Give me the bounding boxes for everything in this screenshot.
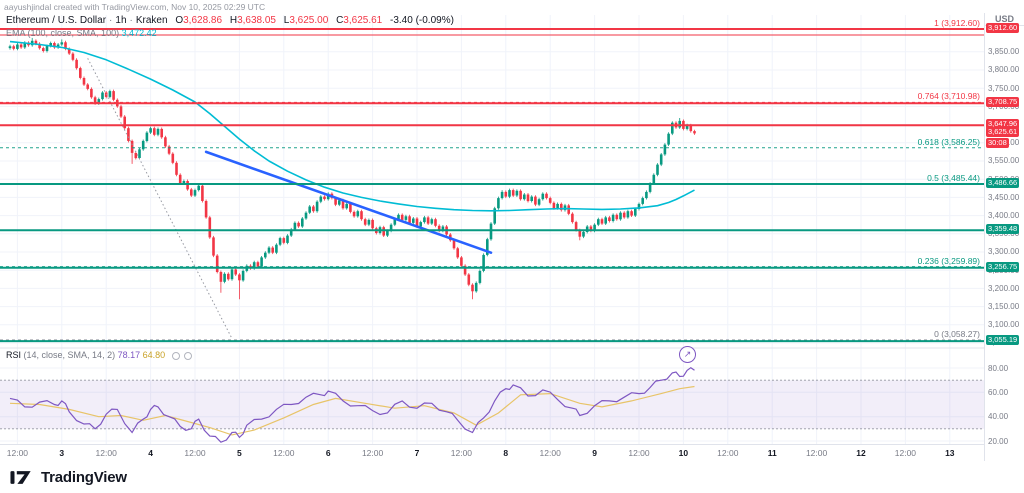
- time-tick-label: 5: [237, 448, 242, 458]
- price-tick-label: 3,850.00: [988, 47, 1020, 57]
- time-tick-label: 12:00: [6, 448, 29, 458]
- price-level-badge: 3,256.75: [986, 261, 1020, 272]
- tradingview-brand[interactable]: TradingView: [41, 468, 127, 486]
- time-tick-label: 6: [325, 448, 331, 458]
- close-label: C: [336, 15, 344, 26]
- time-tick-label: 12:00: [717, 448, 739, 458]
- time-tick-label: 12:00: [539, 448, 561, 458]
- time-tick-label: 12:00: [450, 448, 473, 458]
- time-tick-label: 12:00: [894, 448, 917, 458]
- rsi-tick-label: 40.00: [988, 412, 1009, 422]
- time-tick-label: 9: [592, 448, 597, 458]
- indicator-circle-icon[interactable]: [183, 351, 192, 360]
- dotted-guide-line[interactable]: [87, 58, 233, 339]
- price-tick-label: 3,200.00: [988, 283, 1020, 293]
- price-level-badge: 3,055.19: [986, 335, 1020, 346]
- price-level-badge: 3,912.60: [986, 22, 1020, 33]
- time-tick-label: 12:00: [273, 448, 295, 458]
- open-value: 3,628.86: [183, 15, 223, 26]
- close-value: 3,625.61: [343, 15, 383, 26]
- rsi-legend[interactable]: RSI (14, close, SMA, 14, 2) 78.17 64.80: [6, 350, 192, 360]
- price-level-badge: 3,647.96: [986, 119, 1020, 130]
- footer-bar: TradingView: [0, 461, 1024, 493]
- rsi-tick-label: 20.00: [988, 436, 1009, 446]
- rsi-band: [0, 380, 984, 429]
- symbol-title[interactable]: Ethereum / U.S. Dollar: [6, 15, 107, 26]
- price-tick-label: 3,400.00: [988, 211, 1020, 221]
- arrow-marker-icon[interactable]: ↗: [679, 346, 696, 363]
- time-tick-label: 8: [503, 448, 509, 458]
- price-tick-label: 3,550.00: [988, 156, 1020, 166]
- rsi-params: (14, close, SMA, 14, 2): [23, 350, 116, 360]
- time-tick-label: 12:00: [361, 448, 384, 458]
- rsi-ma-line: [9, 385, 695, 436]
- time-tick-label: 13: [945, 448, 955, 458]
- time-tick-label: 12: [856, 448, 866, 458]
- time-axis[interactable]: 12:00 3 12:00 4 12:00 5 12:00 6 12:00 7 12:00 8 12:0…: [0, 444, 984, 462]
- price-level-badge: 3,359.48: [986, 224, 1020, 235]
- chart-canvas[interactable]: [0, 0, 1024, 461]
- price-tick-label: 3,750.00: [988, 83, 1020, 93]
- exchange-label[interactable]: Kraken: [135, 15, 168, 26]
- ema-params: (100, close, SMA, 100): [27, 28, 120, 38]
- rsi-label: RSI: [6, 350, 22, 360]
- time-tick-label: 11: [767, 448, 777, 458]
- candle-countdown-badge: 30:08: [986, 138, 1009, 149]
- price-level-badge: 3,625.61: [986, 127, 1020, 138]
- price-tick-label: 3,800.00: [988, 65, 1020, 75]
- rsi-tick-label: 60.00: [988, 387, 1009, 397]
- indicator-circle-icon[interactable]: [171, 351, 180, 360]
- high-label: H: [229, 15, 238, 26]
- ema-label: EMA: [6, 28, 26, 38]
- open-label: O: [175, 15, 184, 26]
- trendline[interactable]: [204, 150, 493, 254]
- horizontal-level-lines[interactable]: [0, 28, 984, 343]
- time-tick-label: 4: [148, 448, 153, 458]
- time-tick-label: 12:00: [95, 448, 117, 458]
- time-tick-label: 3: [59, 448, 65, 458]
- rsi-value: 78.17: [117, 350, 141, 360]
- legend-separator: ·: [109, 15, 113, 26]
- time-tick-label: 12:00: [628, 448, 650, 458]
- time-tick-label: 10: [678, 448, 689, 458]
- candles-group[interactable]: [8, 37, 696, 300]
- attribution-text: aayushjindal created with TradingView.co…: [0, 0, 1024, 13]
- time-tick-label: 12:00: [805, 448, 828, 458]
- rsi-line[interactable]: [9, 366, 695, 443]
- price-axis[interactable]: USD 3,850.003,800.003,750.003,700.003,65…: [984, 13, 1024, 461]
- ema-value: 3,472.42: [121, 28, 157, 38]
- price-level-badge: 3,486.66: [986, 178, 1020, 189]
- interval-label[interactable]: 1h: [115, 15, 127, 26]
- high-value: 3,638.05: [237, 15, 276, 26]
- rsi-ma-value: 64.80: [142, 350, 166, 360]
- ema-legend[interactable]: EMA (100, close, SMA, 100) 3,472.42: [6, 28, 157, 38]
- tradingview-logo-icon[interactable]: [10, 470, 34, 485]
- price-tick-label: 3,300.00: [988, 247, 1020, 257]
- time-tick-label: 12:00: [184, 448, 206, 458]
- price-tick-label: 3,450.00: [988, 192, 1020, 202]
- price-level-badge: 3,708.75: [986, 97, 1020, 108]
- price-tick-label: 3,150.00: [988, 302, 1020, 312]
- price-tick-label: 3,100.00: [988, 320, 1020, 330]
- time-tick-label: 7: [414, 448, 420, 458]
- change-value: -3.40 (-0.09%): [390, 15, 454, 26]
- legend-separator: ·: [129, 15, 133, 26]
- symbol-legend: Ethereum / U.S. Dollar · 1h · Kraken O3,628.…: [6, 15, 454, 26]
- ema-line[interactable]: [9, 40, 695, 212]
- rsi-tick-label: 80.00: [988, 363, 1009, 373]
- low-label: L: [283, 15, 290, 26]
- low-value: 3,625.00: [289, 15, 329, 26]
